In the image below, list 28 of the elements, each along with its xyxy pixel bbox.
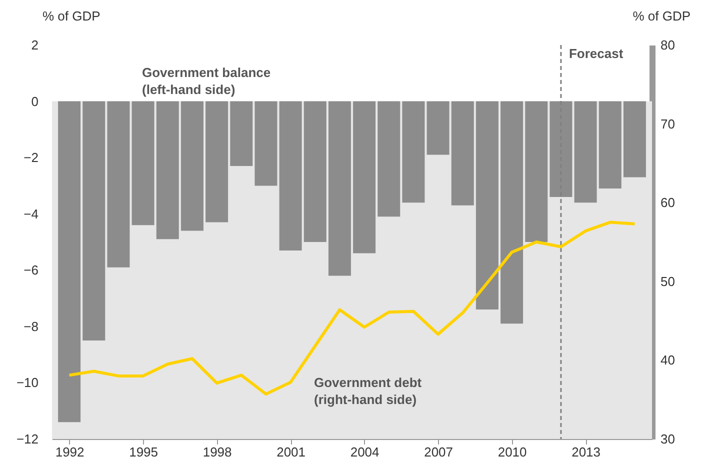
ref-line-label: Forecast	[568, 46, 624, 61]
x-tick-label: 1992	[55, 444, 84, 460]
y-tick-label: 2	[31, 38, 38, 52]
x-tick-label: 1995	[129, 444, 158, 460]
y-tick-label: −8	[24, 318, 38, 334]
y2-tick-label: 30	[660, 432, 675, 446]
y-tick-label: −2	[24, 150, 38, 166]
x-tick-label: 2013	[572, 444, 601, 460]
y-tick-label: −4	[24, 206, 38, 222]
x-tick-label: 2010	[498, 444, 527, 460]
line-series	[68, 220, 636, 396]
x-tick-label: 2004	[350, 444, 380, 460]
y-tick-label: 0	[31, 94, 38, 109]
y-tick-label: −12	[16, 432, 38, 446]
series-label: Government debt (right-hand side)	[314, 375, 422, 407]
y-tick-label: −10	[16, 375, 38, 390]
y2-tick-label: 70	[660, 116, 675, 132]
y-axis-title: % of GDP	[42, 8, 100, 24]
y-tick-label: −6	[24, 262, 38, 278]
x-tick-label: 2007	[424, 444, 454, 460]
y2-tick-label: 40	[660, 352, 675, 368]
x-tick-label: 2001	[276, 444, 306, 460]
y2-tick-label: 60	[660, 195, 675, 210]
y2-tick-label: 50	[660, 274, 675, 289]
series-label: Government balance (left-hand side)	[142, 65, 271, 97]
x-tick-label: 1998	[202, 444, 232, 460]
y2-axis-title: % of GDP	[632, 8, 690, 24]
y2-tick-label: 80	[660, 38, 675, 52]
